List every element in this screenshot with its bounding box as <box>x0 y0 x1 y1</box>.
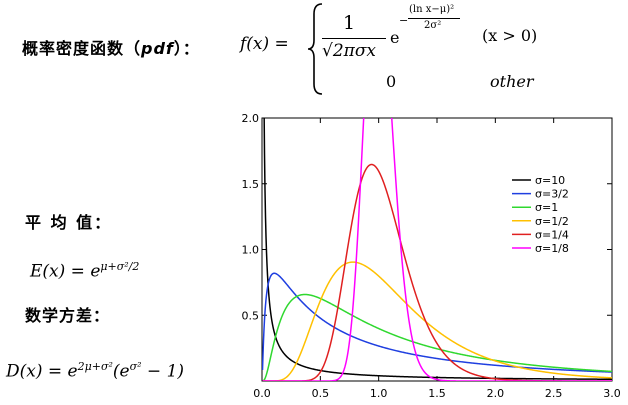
variance-formula-exponent1: 2μ+σ² <box>77 360 113 373</box>
series-line <box>262 118 612 381</box>
x-tick-label: 1.0 <box>370 387 388 400</box>
series-curves <box>262 118 612 381</box>
legend: σ=10σ=3/2σ=1σ=1/2σ=1/4σ=1/8 <box>512 174 569 255</box>
pdf-condition: (x > 0) <box>482 26 538 45</box>
variance-formula-lhs: D(x) = e <box>6 361 78 382</box>
legend-label: σ=1/4 <box>535 228 569 241</box>
pdf-numerator: 1 <box>343 12 356 34</box>
plot-frame <box>261 117 613 382</box>
series-line <box>262 272 612 373</box>
pdf-exp-denominator: 2σ² <box>424 20 442 31</box>
variance-heading: 数学方差： <box>25 306 111 325</box>
pdf-exp-fraction-bar <box>408 18 460 19</box>
legend-label: σ=1/8 <box>535 242 569 255</box>
pdf-otherwise-label: other <box>490 72 534 91</box>
pdf-denominator: √2πσx <box>322 41 377 61</box>
pdf-fraction-bar <box>322 38 386 39</box>
variance-formula-exponent2: σ² <box>129 360 142 373</box>
mean-heading: 平 均 值： <box>25 213 113 232</box>
axis-ticks: 0.0 0.5 1.0 1.5 2.0 2.5 3.0 0.5 1.0 1.5 2.0 <box>242 112 621 400</box>
variance-formula-tail: − 1) <box>141 361 185 382</box>
pdf-exp-sign: − <box>399 14 409 27</box>
mean-formula-exponent: μ+σ²/2 <box>100 260 140 273</box>
y-tick-label: 2.0 <box>242 112 260 125</box>
legend-label: σ=10 <box>535 174 565 187</box>
legend-label: σ=1 <box>535 201 558 214</box>
pdf-heading-text: 概率密度函数（ <box>22 39 142 58</box>
series-line <box>262 261 612 381</box>
x-tick-label: 0.0 <box>253 387 271 400</box>
y-tick-label: 0.5 <box>242 309 260 322</box>
x-tick-label: 2.5 <box>545 387 563 400</box>
x-tick-label: 1.5 <box>428 387 446 400</box>
legend-label: σ=3/2 <box>535 188 569 201</box>
pdf-exp-numerator: (ln x−μ)² <box>409 4 455 15</box>
variance-formula: D(x) = e2μ+σ²(eσ² − 1) <box>6 360 184 382</box>
piecewise-brace <box>307 3 323 95</box>
pdf-heading-close: ）： <box>173 39 200 58</box>
y-tick-label: 1.0 <box>242 244 260 257</box>
variance-formula-mid: (e <box>112 361 130 382</box>
legend-label: σ=1/2 <box>535 215 569 228</box>
x-tick-label: 2.0 <box>487 387 505 400</box>
mean-formula-lhs: E(x) = e <box>30 261 101 282</box>
x-tick-label: 3.0 <box>603 387 621 400</box>
pdf-otherwise-value: 0 <box>386 72 397 91</box>
pdf-lhs: f(x) = <box>240 34 289 54</box>
pdf-exp-base: e <box>390 28 400 47</box>
mean-formula: E(x) = eμ+σ²/2 <box>30 260 139 282</box>
pdf-heading: 概率密度函数（pdf）： <box>22 35 200 59</box>
x-tick-label: 0.5 <box>312 387 330 400</box>
pdf-heading-abbr: pdf <box>141 39 174 58</box>
y-tick-label: 1.5 <box>242 178 260 191</box>
